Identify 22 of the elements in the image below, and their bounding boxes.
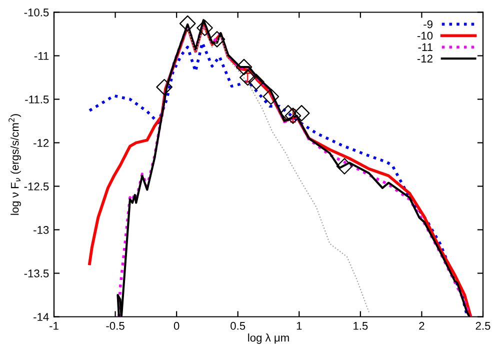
legend-label: -9: [424, 20, 432, 28]
legend-label: -10: [417, 32, 433, 40]
x-tick-label: 0.5: [230, 322, 246, 330]
y-tick-label: -10.5: [24, 8, 49, 16]
x-tick-label: -1: [50, 322, 58, 330]
y-axis-title: log ν F$_{ν}$ (ergs/s/cm$^{2}$): [8, 114, 21, 215]
y-tick-label: -12: [34, 139, 49, 147]
y-tick-label: -11: [34, 52, 49, 60]
legend-label: -12: [417, 54, 432, 62]
y-tick-label: -11.5: [25, 96, 49, 104]
y-tick-label: -13: [34, 226, 49, 234]
x-tick-label: 1.5: [354, 322, 368, 330]
x-tick-label: 2: [419, 322, 424, 330]
y-tick-label: -14: [34, 313, 49, 321]
legend-label: -11: [418, 43, 432, 52]
x-tick-label: 0: [174, 322, 180, 330]
x-tick-label: 1: [296, 322, 302, 330]
x-tick-label: -0.5: [106, 322, 124, 330]
y-tick-label: -13.5: [24, 270, 49, 278]
x-tick-label: 2.5: [476, 322, 490, 330]
y-tick-label: -12.5: [24, 182, 49, 190]
x-axis-title: log λ μm: [248, 333, 289, 344]
